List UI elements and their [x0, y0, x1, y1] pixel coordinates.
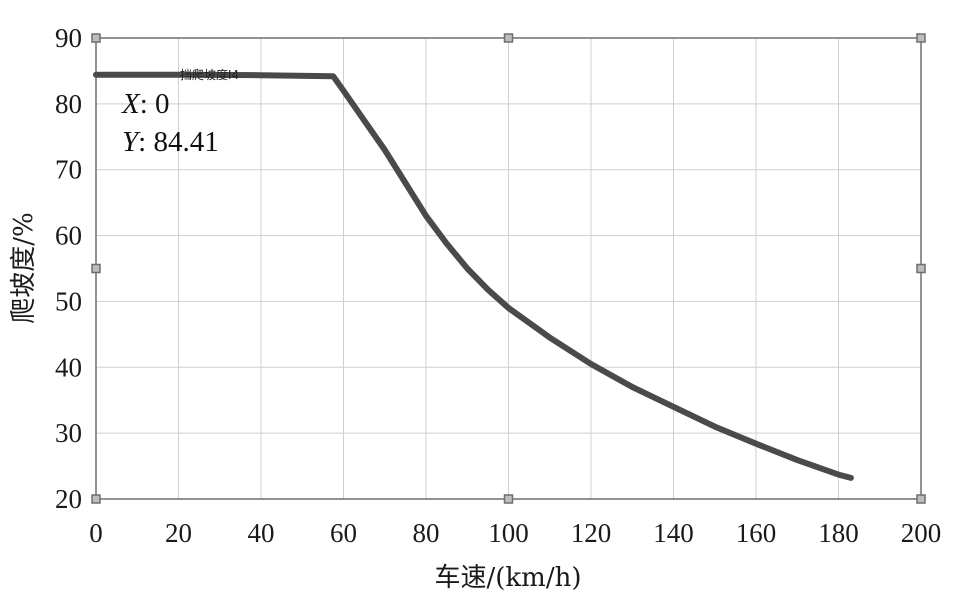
- y-tick-label: 60: [55, 221, 82, 251]
- resize-handle[interactable]: [503, 494, 514, 504]
- x-tick-label: 0: [89, 518, 103, 548]
- y-tick-label: 90: [55, 23, 82, 53]
- y-tick-label: 70: [55, 155, 82, 185]
- x-tick-label: 80: [413, 518, 440, 548]
- series-layer: [93, 71, 854, 481]
- x-tick-label: 140: [653, 518, 694, 548]
- resize-handle[interactable]: [916, 494, 926, 504]
- datatip: X: 0 Y: 84.41: [121, 88, 219, 158]
- datatip-x-value: 0: [155, 88, 170, 120]
- x-tick-label: 120: [571, 518, 612, 548]
- y-tick-label: 50: [55, 286, 82, 316]
- resize-handle[interactable]: [91, 263, 101, 274]
- x-tick-label: 200: [901, 518, 942, 548]
- x-tick-label: 60: [330, 518, 357, 548]
- datatip-x-key: X: [121, 88, 141, 120]
- svg-text:X: 0: X: 0: [121, 88, 170, 120]
- x-tick-label: 40: [248, 518, 275, 548]
- resize-handle[interactable]: [503, 33, 514, 43]
- datatip-y-value: 84.41: [153, 126, 218, 158]
- selection-handles: [91, 33, 926, 504]
- y-tick-label: 20: [55, 484, 82, 514]
- datatip-y-key: Y: [122, 126, 141, 158]
- x-tick-label: 100: [488, 518, 529, 548]
- grid: [96, 38, 921, 499]
- resize-handle[interactable]: [916, 263, 926, 274]
- x-axis-title: 车速/(km/h): [435, 563, 582, 593]
- resize-handle[interactable]: [91, 33, 101, 43]
- x-tick-label: 180: [818, 518, 859, 548]
- y-tick-label: 40: [55, 352, 82, 382]
- series-label: 挡爬坡度I4: [180, 67, 239, 82]
- x-tick-label: 20: [165, 518, 192, 548]
- x-tick-label: 160: [736, 518, 777, 548]
- resize-handle[interactable]: [91, 494, 101, 504]
- y-axis-title: 爬坡度/%: [9, 212, 39, 323]
- y-tick-label: 80: [55, 89, 82, 119]
- tick-labels: 0 20 40 60 80 100 120 140 160 180 2002030405060708…: [55, 23, 941, 548]
- svg-text:Y: 84.41: Y: 84.41: [122, 126, 219, 158]
- y-tick-label: 30: [55, 418, 82, 448]
- series-line: [93, 71, 854, 481]
- resize-handle[interactable]: [916, 33, 926, 43]
